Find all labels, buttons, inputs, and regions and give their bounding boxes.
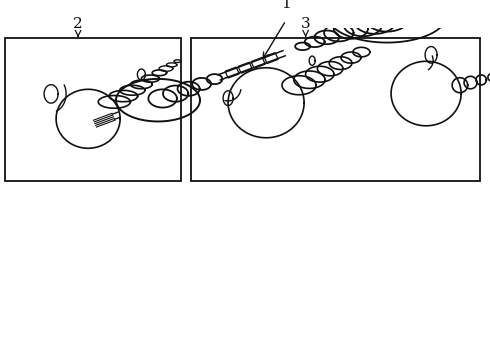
Text: 1: 1	[281, 0, 291, 11]
Bar	[5, 38, 181, 181]
Text: 2: 2	[73, 17, 83, 31]
Text: 3: 3	[301, 17, 311, 31]
Bar	[191, 38, 480, 181]
